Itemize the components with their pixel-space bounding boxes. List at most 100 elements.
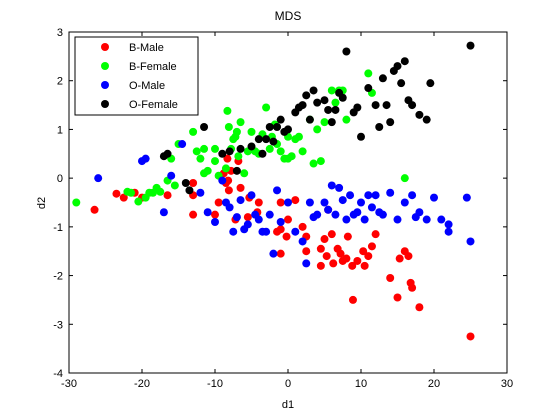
data-point	[298, 101, 307, 110]
data-point	[378, 210, 387, 219]
data-point	[134, 197, 143, 206]
data-point	[163, 149, 172, 158]
data-point	[287, 152, 296, 161]
data-point	[276, 115, 285, 124]
data-point	[408, 191, 417, 200]
data-point	[236, 118, 245, 127]
legend-marker	[101, 62, 109, 70]
data-point	[357, 198, 365, 207]
data-point	[338, 93, 347, 102]
x-tick-label: 20	[428, 378, 440, 390]
data-point	[225, 147, 234, 156]
legend-marker	[101, 43, 109, 51]
x-tick-label: 10	[355, 378, 367, 390]
data-point	[367, 203, 376, 212]
y-tick-label: 1	[57, 124, 63, 136]
data-point	[357, 132, 365, 141]
y-tick-label: 0	[57, 173, 63, 185]
data-point	[240, 169, 249, 178]
data-point	[247, 191, 256, 200]
data-point	[327, 86, 336, 95]
data-point	[320, 96, 329, 105]
data-point	[386, 188, 395, 197]
y-tick-label: -4	[53, 368, 63, 380]
data-point	[320, 118, 329, 127]
data-point	[393, 215, 402, 224]
data-point	[265, 144, 274, 153]
data-point	[444, 220, 453, 229]
x-tick-label: -10	[207, 378, 223, 390]
data-point	[243, 220, 252, 229]
data-point	[236, 144, 245, 153]
x-tick-label: -30	[61, 378, 77, 390]
data-point	[225, 203, 234, 212]
series-b-male	[90, 154, 475, 341]
data-point	[320, 235, 329, 244]
series-o-male	[94, 140, 475, 268]
y-tick-label: 2	[57, 76, 63, 88]
data-point	[273, 122, 282, 131]
data-point	[393, 293, 402, 302]
data-point	[371, 101, 380, 110]
points-layer	[72, 41, 475, 341]
data-point	[331, 98, 340, 107]
data-point	[302, 247, 311, 256]
data-point	[221, 164, 230, 173]
data-point	[426, 79, 435, 88]
data-point	[181, 179, 190, 188]
data-point	[343, 232, 352, 241]
data-point	[305, 115, 314, 124]
data-point	[196, 154, 205, 163]
data-point	[276, 147, 285, 156]
data-point	[247, 127, 256, 136]
chart-title: MDS	[275, 9, 302, 23]
series-b-female	[72, 69, 409, 207]
data-point	[163, 191, 172, 200]
data-point	[338, 196, 347, 205]
data-point	[203, 208, 212, 217]
data-point	[364, 69, 373, 78]
data-point	[127, 188, 136, 197]
data-point	[224, 176, 233, 185]
data-point	[232, 166, 241, 175]
data-point	[189, 179, 198, 188]
series-o-female	[159, 41, 475, 195]
data-point	[232, 127, 241, 136]
data-point	[282, 232, 291, 241]
data-point	[258, 149, 267, 158]
data-point	[393, 62, 402, 71]
data-point	[298, 147, 307, 156]
data-point	[247, 142, 256, 151]
data-point	[273, 227, 282, 236]
data-point	[462, 193, 471, 202]
data-point	[415, 208, 424, 217]
data-point	[346, 191, 355, 200]
data-point	[324, 205, 333, 214]
data-point	[189, 210, 198, 219]
data-point	[375, 122, 384, 131]
y-axis-label: d2	[36, 197, 48, 209]
data-point	[353, 208, 362, 217]
legend-label: O-Female	[129, 99, 178, 111]
data-point	[200, 144, 209, 153]
data-point	[223, 154, 232, 163]
data-point	[262, 135, 271, 144]
y-tick-label: -1	[53, 222, 63, 234]
data-point	[313, 210, 322, 219]
data-point	[336, 249, 345, 258]
data-point	[189, 127, 198, 136]
data-point	[327, 230, 336, 239]
data-point	[265, 210, 274, 219]
data-point	[422, 115, 431, 124]
data-point	[156, 187, 165, 196]
data-point	[305, 198, 314, 207]
data-point	[400, 57, 409, 66]
data-point	[276, 198, 285, 207]
data-point	[329, 259, 338, 268]
data-point	[196, 188, 205, 197]
data-point	[316, 157, 325, 166]
data-point	[224, 122, 233, 131]
data-point	[316, 261, 325, 270]
data-point	[119, 193, 128, 202]
